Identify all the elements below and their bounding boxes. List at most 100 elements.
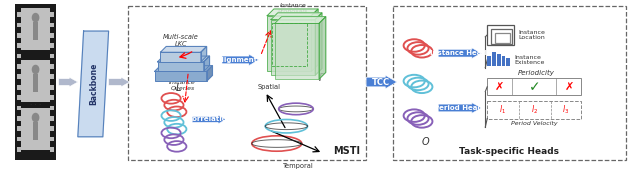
Bar [51, 85, 54, 90]
Bar [17, 23, 20, 27]
Bar [33, 22, 38, 40]
Polygon shape [155, 66, 212, 71]
Polygon shape [201, 46, 207, 62]
Text: ✗: ✗ [495, 82, 504, 92]
Bar [491, 29, 512, 44]
Bar [487, 78, 581, 96]
Bar [51, 43, 54, 48]
Text: $l_3$: $l_3$ [563, 104, 570, 116]
Text: Task-specific Heads: Task-specific Heads [460, 147, 559, 156]
Text: Instance
Queries: Instance Queries [169, 80, 196, 91]
Bar [497, 54, 500, 66]
FancyArrow shape [438, 48, 481, 58]
Polygon shape [157, 56, 209, 62]
FancyArrow shape [59, 77, 78, 87]
Text: $l_2$: $l_2$ [531, 104, 538, 116]
Bar [51, 64, 54, 69]
Text: Instance
Existence: Instance Existence [514, 55, 545, 65]
Bar [128, 6, 366, 160]
Text: TCC: TCC [371, 78, 390, 87]
Bar [17, 74, 20, 79]
Polygon shape [275, 17, 326, 23]
Bar [17, 147, 20, 152]
Polygon shape [267, 9, 318, 16]
Polygon shape [319, 17, 326, 79]
Text: Temporal: Temporal [282, 163, 313, 169]
Polygon shape [311, 9, 318, 71]
Bar [487, 101, 581, 118]
Bar [272, 23, 307, 66]
Text: Period Head: Period Head [434, 105, 483, 111]
Text: O: O [422, 137, 429, 147]
Text: Instance
Proposals: Instance Proposals [278, 3, 308, 14]
Text: ✓: ✓ [529, 80, 540, 94]
Polygon shape [204, 56, 209, 71]
Bar [17, 85, 20, 90]
Bar [17, 64, 20, 69]
Bar [155, 71, 207, 81]
Bar [267, 16, 311, 71]
Polygon shape [207, 66, 212, 81]
Text: Alignment: Alignment [217, 57, 258, 63]
Text: Correlation: Correlation [188, 116, 232, 123]
Polygon shape [315, 13, 322, 75]
Bar [393, 6, 625, 160]
Bar [17, 54, 20, 58]
Bar [157, 62, 204, 71]
Text: Period Velocity: Period Velocity [511, 121, 557, 126]
Text: ✗: ✗ [564, 82, 573, 92]
Bar [17, 106, 20, 110]
Text: Backbone: Backbone [90, 63, 99, 105]
Ellipse shape [32, 65, 40, 74]
FancyArrow shape [438, 103, 481, 113]
Bar [271, 20, 315, 75]
Text: $l_1$: $l_1$ [499, 104, 506, 116]
Bar [51, 147, 54, 152]
Text: L: L [176, 83, 181, 93]
Text: Instance Head: Instance Head [430, 50, 486, 56]
Text: Γ: Γ [318, 73, 324, 83]
Bar [51, 137, 54, 141]
Bar [487, 25, 514, 45]
Text: · · ·: · · · [30, 102, 41, 108]
Text: Periodicity: Periodicity [518, 70, 555, 76]
Bar [51, 12, 54, 17]
Bar [17, 12, 20, 17]
Bar [15, 4, 56, 160]
Polygon shape [161, 46, 207, 52]
FancyArrow shape [222, 54, 259, 66]
Bar [21, 60, 50, 102]
FancyArrow shape [366, 75, 397, 89]
Bar [21, 8, 50, 50]
Bar [275, 23, 319, 79]
Bar [33, 122, 38, 140]
Polygon shape [271, 13, 322, 20]
Bar [17, 126, 20, 131]
Text: Multi-scale
LKC: Multi-scale LKC [163, 34, 198, 47]
Bar [17, 95, 20, 100]
Bar [51, 126, 54, 131]
Bar [51, 116, 54, 121]
Ellipse shape [32, 113, 40, 122]
Bar [17, 43, 20, 48]
Bar [33, 74, 38, 92]
Text: Spatial: Spatial [257, 84, 280, 90]
FancyArrow shape [109, 77, 130, 87]
Bar [487, 56, 491, 66]
Bar [51, 74, 54, 79]
Bar [21, 108, 50, 150]
Bar [51, 95, 54, 100]
Bar [51, 54, 54, 58]
Bar [17, 116, 20, 121]
Bar [17, 137, 20, 141]
Bar [161, 52, 201, 62]
Bar [17, 33, 20, 38]
Text: Instance
Location: Instance Location [518, 30, 545, 40]
Bar [502, 56, 506, 66]
Text: MSTI: MSTI [333, 146, 360, 156]
FancyArrow shape [192, 115, 226, 124]
Bar [495, 33, 510, 43]
Bar [51, 106, 54, 110]
Ellipse shape [32, 13, 40, 22]
Bar [51, 33, 54, 38]
